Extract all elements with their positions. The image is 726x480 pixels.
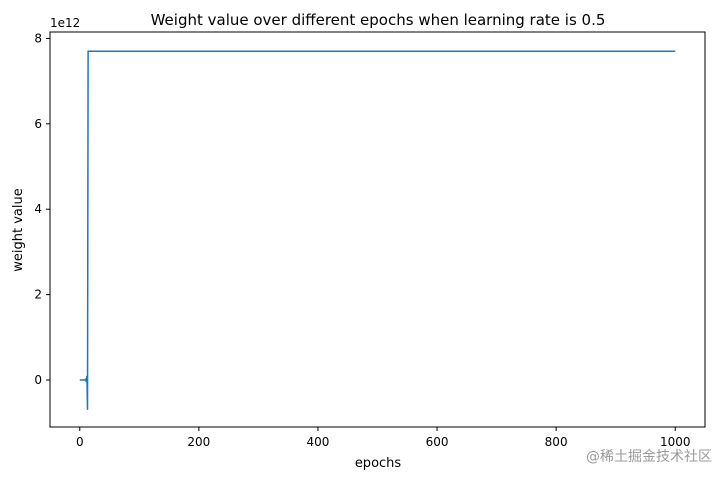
y-tick-label: 4 — [34, 202, 42, 216]
y-axis-label: weight value — [11, 188, 26, 271]
series-line-weight — [79, 50, 676, 410]
y-tick-label: 2 — [34, 288, 42, 302]
y-tick-label: 6 — [34, 117, 42, 131]
watermark: @稀土掘金技术社区 — [586, 449, 712, 465]
x-tick-label: 200 — [187, 435, 210, 449]
x-tick-label: 1000 — [660, 435, 691, 449]
y-offset-label: 1e12 — [50, 16, 80, 30]
y-tick-label: 8 — [34, 31, 42, 45]
y-tick-label: 0 — [34, 373, 42, 387]
y-axis: 0 2 4 6 8 — [34, 31, 50, 387]
x-axis-label: epochs — [355, 456, 402, 471]
chart-title: Weight value over different epochs when … — [151, 11, 606, 29]
x-tick-label: 0 — [76, 435, 84, 449]
x-tick-label: 600 — [426, 435, 449, 449]
x-tick-label: 800 — [545, 435, 568, 449]
plot-area — [49, 31, 706, 428]
x-tick-label: 400 — [307, 435, 330, 449]
x-axis: 0 200 400 600 800 1000 — [76, 427, 691, 449]
